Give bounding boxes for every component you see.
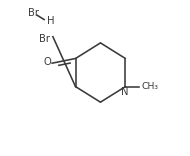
Text: H: H (48, 16, 55, 26)
Text: Br: Br (28, 8, 39, 18)
Text: CH₃: CH₃ (141, 82, 158, 91)
Text: Br: Br (39, 34, 50, 44)
Text: O: O (43, 57, 51, 67)
Text: N: N (121, 87, 128, 97)
